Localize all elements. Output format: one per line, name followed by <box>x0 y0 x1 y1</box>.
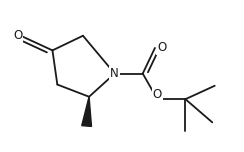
Polygon shape <box>82 97 92 126</box>
Text: N: N <box>110 67 119 80</box>
Text: O: O <box>157 41 166 54</box>
Text: O: O <box>153 88 162 101</box>
Text: O: O <box>13 29 22 42</box>
